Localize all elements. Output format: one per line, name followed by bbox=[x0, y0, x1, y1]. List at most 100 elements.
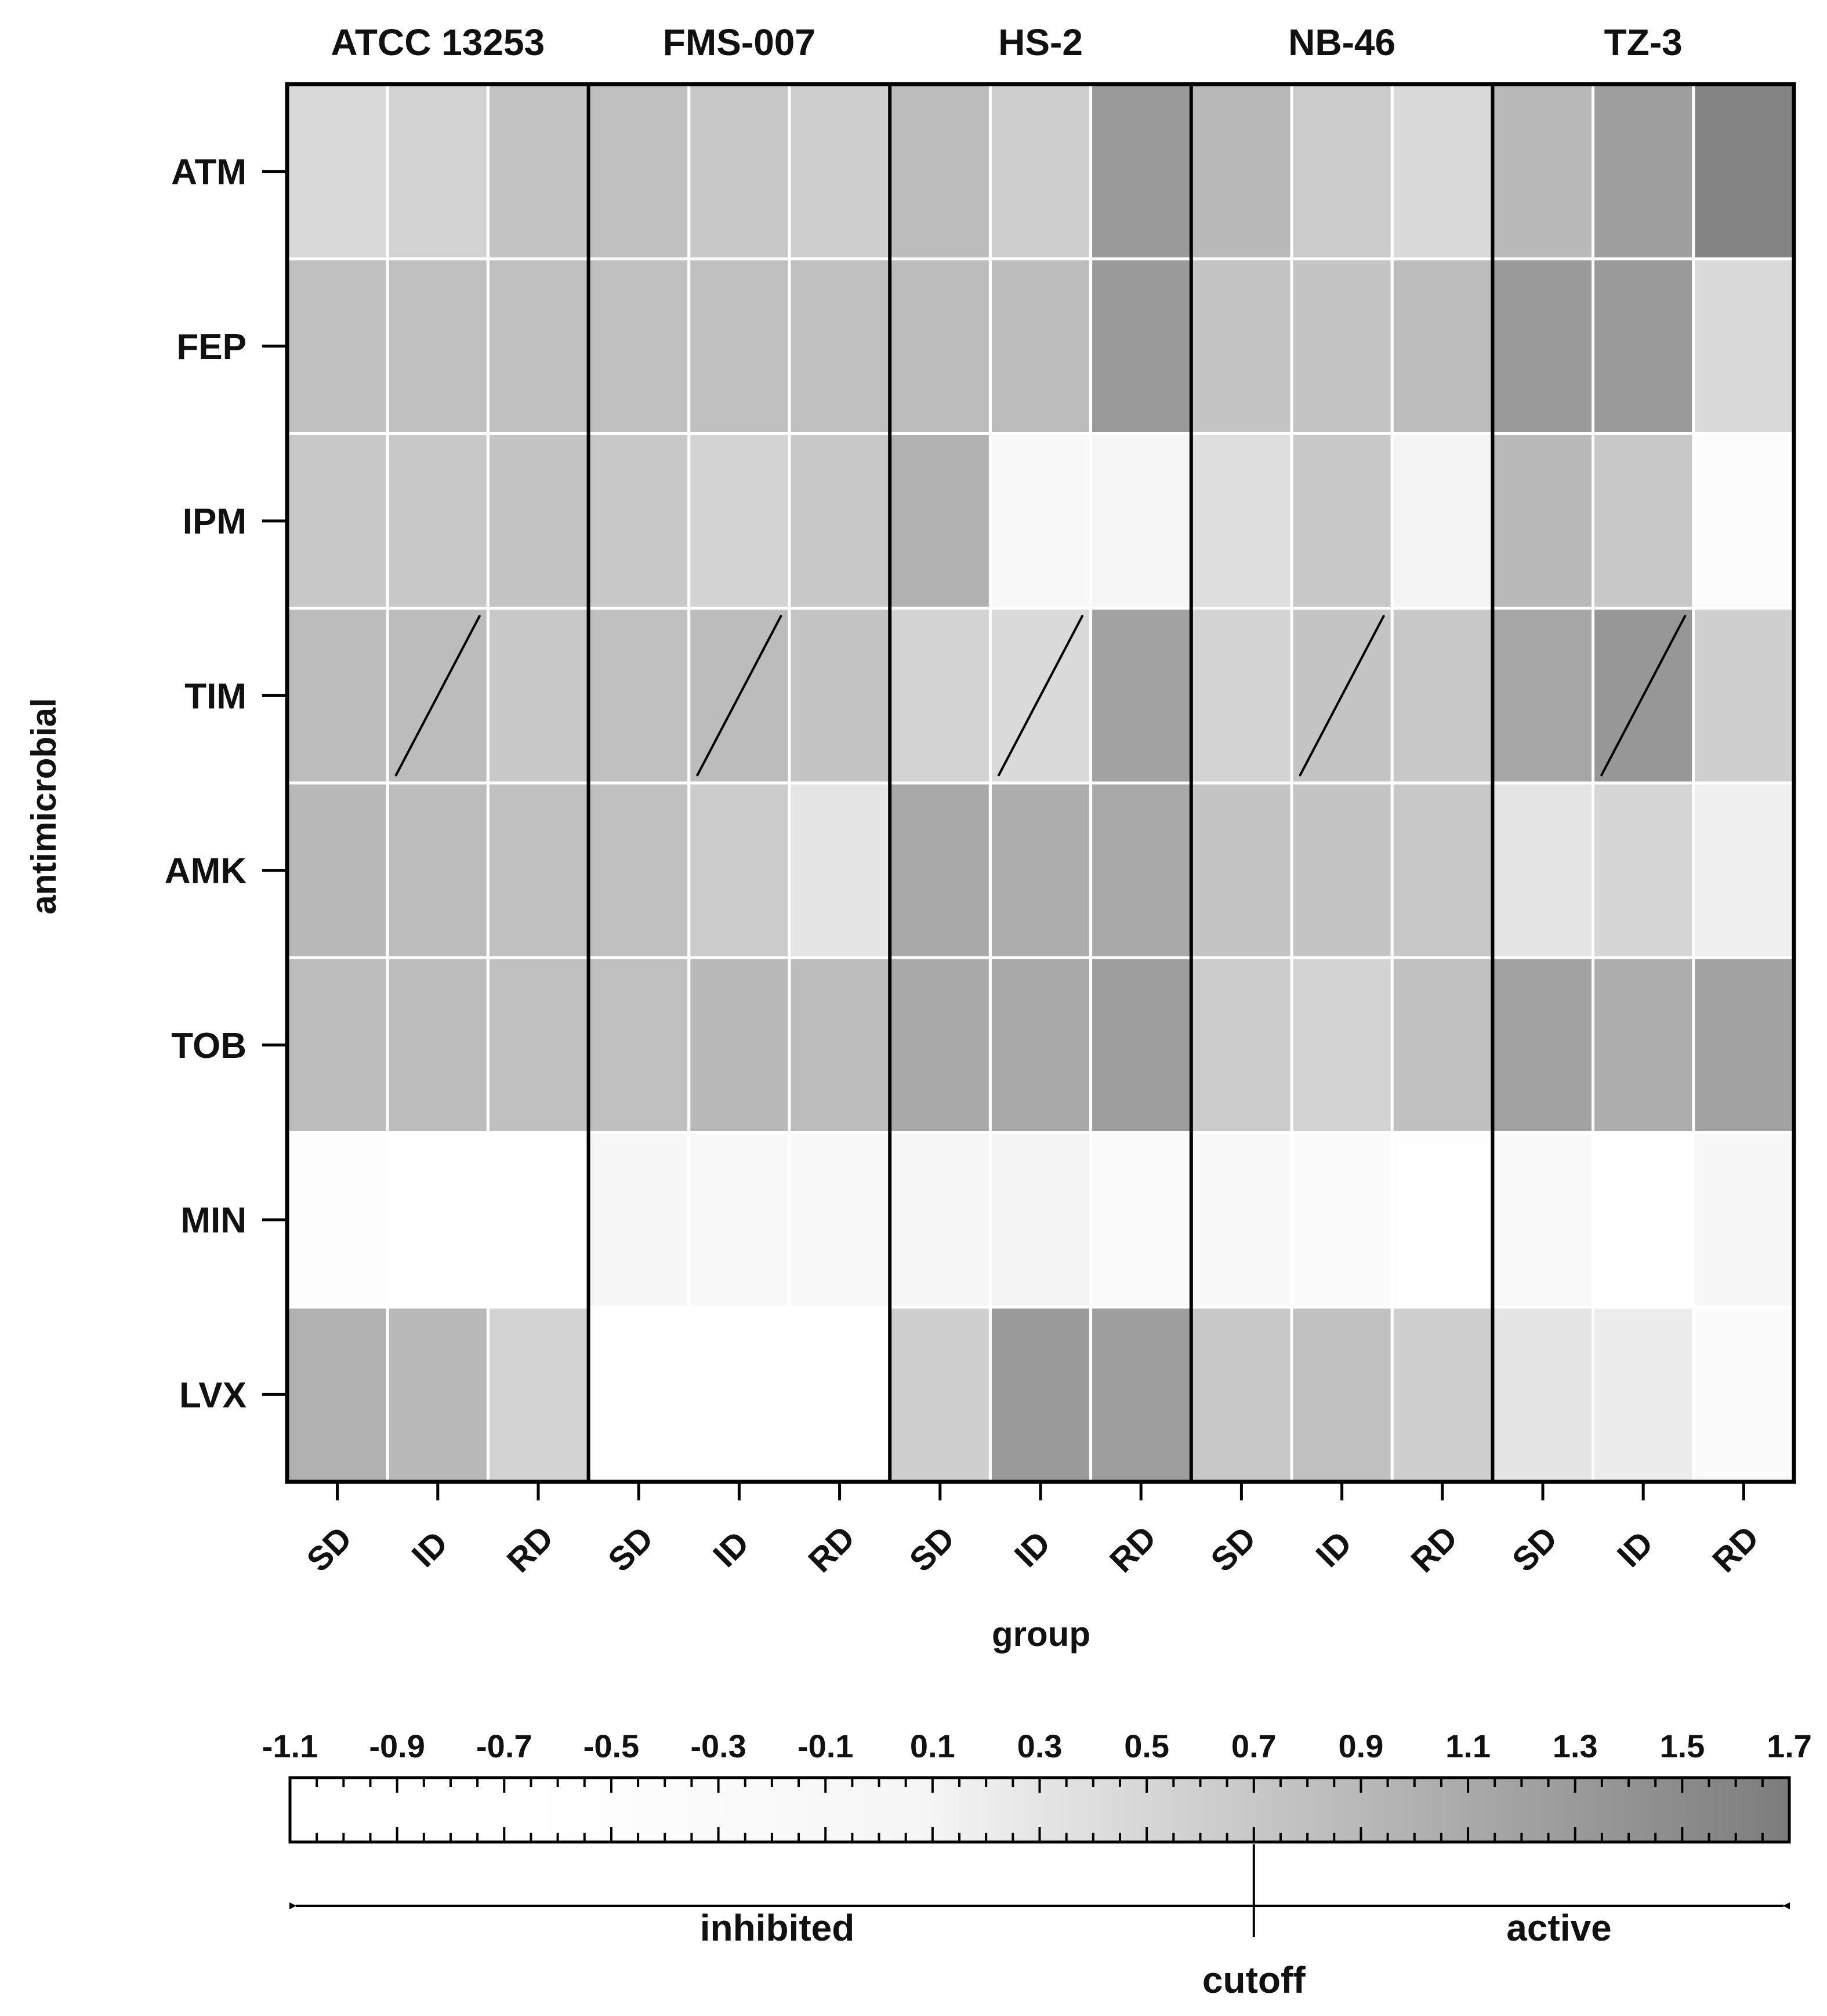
cell-fep-nb-46-sd bbox=[1190, 257, 1293, 435]
antimicrobial-label: TOB bbox=[171, 1026, 246, 1066]
cell-fep-tz-3-rd bbox=[1692, 257, 1796, 435]
cell-tob-tz-3-sd bbox=[1491, 956, 1595, 1134]
cell-lvx-fms-007-id bbox=[687, 1306, 791, 1484]
cell-fep-hs-2-sd bbox=[888, 257, 992, 435]
cell-amk-nb-46-sd bbox=[1190, 781, 1293, 959]
group-label: SD bbox=[1505, 1520, 1565, 1579]
cell-tob-nb-46-id bbox=[1290, 956, 1394, 1134]
cell-amk-nb-46-rd bbox=[1390, 781, 1494, 959]
cell-ipm-hs-2-sd bbox=[888, 432, 992, 610]
cell-ipm-atcc-13253-id bbox=[386, 432, 490, 610]
cell-lvx-tz-3-id bbox=[1592, 1306, 1695, 1484]
cell-lvx-tz-3-rd bbox=[1692, 1306, 1796, 1484]
antimicrobial-labels: ATM FEP IPM TIM AMK TOB MIN LVX bbox=[165, 153, 287, 1415]
cell-tob-atcc-13253-sd bbox=[285, 956, 389, 1134]
cell-lvx-atcc-13253-sd bbox=[285, 1306, 389, 1484]
group-label: ID bbox=[405, 1524, 455, 1575]
cell-ipm-atcc-13253-sd bbox=[285, 432, 389, 610]
cutoff-label: cutoff bbox=[1202, 1959, 1306, 2001]
cell-ipm-fms-007-sd bbox=[587, 432, 691, 610]
cell-tim-tz-3-rd bbox=[1692, 607, 1796, 785]
cell-fep-atcc-13253-sd bbox=[285, 257, 389, 435]
cell-tim-hs-2-rd bbox=[1089, 607, 1193, 785]
cell-tob-atcc-13253-rd bbox=[486, 956, 590, 1134]
cell-amk-atcc-13253-rd bbox=[486, 781, 590, 959]
cross-mark-atcc-13253 bbox=[394, 614, 481, 777]
cross-mark-tz-3 bbox=[1600, 614, 1687, 777]
cell-lvx-hs-2-rd bbox=[1089, 1306, 1193, 1484]
group-label: RD bbox=[801, 1519, 862, 1580]
cell-amk-atcc-13253-sd bbox=[285, 781, 389, 959]
cell-lvx-hs-2-id bbox=[988, 1306, 1093, 1484]
colorbar-tick-label: -0.1 bbox=[798, 1728, 854, 1764]
active-label: active bbox=[1506, 1907, 1611, 1949]
cell-ipm-tz-3-id bbox=[1592, 432, 1695, 610]
cell-atm-fms-007-sd bbox=[587, 82, 691, 260]
cell-amk-fms-007-rd bbox=[788, 781, 891, 959]
strain-label: ATCC 13253 bbox=[331, 21, 545, 63]
cell-ipm-hs-2-rd bbox=[1089, 432, 1193, 610]
group-label: SD bbox=[1204, 1520, 1263, 1579]
cell-min-hs-2-rd bbox=[1089, 1131, 1193, 1309]
group-label: ID bbox=[1007, 1524, 1058, 1575]
cell-fep-atcc-13253-id bbox=[386, 257, 490, 435]
cell-ipm-nb-46-id bbox=[1290, 432, 1394, 610]
cell-fep-hs-2-rd bbox=[1089, 257, 1193, 435]
strain-label: HS-2 bbox=[998, 21, 1083, 63]
colorbar: -1.1 -0.9 -0.7 -0.5 -0.3 -0.1 0.1 0.3 0.5 0.7 0.9 1… bbox=[262, 1728, 1812, 1844]
cell-fep-fms-007-id bbox=[687, 257, 791, 435]
cell-fep-tz-3-id bbox=[1592, 257, 1695, 435]
group-label: SD bbox=[299, 1520, 359, 1579]
group-label: SD bbox=[902, 1520, 962, 1579]
cross-mark-nb-46 bbox=[1299, 614, 1386, 777]
group-label: RD bbox=[500, 1519, 561, 1580]
activity-legend: inhibited active cutoff bbox=[289, 1844, 1790, 2001]
inhibited-label: inhibited bbox=[700, 1907, 855, 1949]
cell-tim-fms-007-sd bbox=[587, 607, 691, 785]
cell-min-fms-007-id bbox=[687, 1131, 791, 1309]
plot-frame bbox=[285, 82, 1796, 1484]
antimicrobial-label: LVX bbox=[179, 1375, 246, 1415]
strain-label: TZ-3 bbox=[1604, 21, 1683, 63]
cross-marks bbox=[394, 614, 1687, 777]
colorbar-tick-label: 1.5 bbox=[1659, 1728, 1705, 1764]
cell-ipm-fms-007-id bbox=[687, 432, 791, 610]
cell-amk-tz-3-id bbox=[1592, 781, 1695, 959]
cell-tob-fms-007-sd bbox=[587, 956, 691, 1134]
cell-ipm-nb-46-sd bbox=[1190, 432, 1293, 610]
cell-atm-nb-46-sd bbox=[1190, 82, 1293, 260]
cell-amk-atcc-13253-id bbox=[386, 781, 490, 959]
colorbar-tick-label: 1.1 bbox=[1445, 1728, 1491, 1764]
cell-amk-fms-007-id bbox=[687, 781, 791, 959]
cell-lvx-atcc-13253-rd bbox=[486, 1306, 590, 1484]
group-label: RD bbox=[1103, 1519, 1163, 1580]
cross-mark-fms-007 bbox=[695, 614, 782, 777]
cell-ipm-tz-3-sd bbox=[1491, 432, 1595, 610]
y-axis-label: antimicrobial bbox=[24, 698, 63, 914]
cell-tob-nb-46-sd bbox=[1190, 956, 1293, 1134]
cell-min-nb-46-sd bbox=[1190, 1131, 1293, 1309]
group-label: ID bbox=[1308, 1524, 1359, 1575]
group-label: RD bbox=[1705, 1519, 1766, 1580]
colorbar-tick-label: -0.9 bbox=[369, 1728, 425, 1764]
cell-tob-fms-007-rd bbox=[788, 956, 891, 1134]
colorbar-tick-label: 0.7 bbox=[1231, 1728, 1277, 1764]
cell-atm-hs-2-sd bbox=[888, 82, 992, 260]
cell-min-fms-007-sd bbox=[587, 1131, 691, 1309]
cross-mark-hs-2 bbox=[997, 614, 1084, 777]
group-label: SD bbox=[601, 1520, 661, 1579]
cell-ipm-fms-007-rd bbox=[788, 432, 891, 610]
colorbar-tick-label: 0.1 bbox=[910, 1728, 955, 1764]
x-axis-label: group bbox=[992, 1615, 1090, 1654]
cell-min-tz-3-rd bbox=[1692, 1131, 1796, 1309]
cell-ipm-tz-3-rd bbox=[1692, 432, 1796, 610]
cell-atm-nb-46-rd bbox=[1390, 82, 1494, 260]
cell-lvx-hs-2-sd bbox=[888, 1306, 992, 1484]
heatmap-cells bbox=[285, 82, 1796, 1484]
cell-amk-hs-2-rd bbox=[1089, 781, 1193, 959]
cell-tim-nb-46-rd bbox=[1390, 607, 1494, 785]
antimicrobial-label: IPM bbox=[183, 502, 246, 542]
cell-atm-fms-007-id bbox=[687, 82, 791, 260]
antimicrobial-label: AMK bbox=[165, 851, 246, 891]
